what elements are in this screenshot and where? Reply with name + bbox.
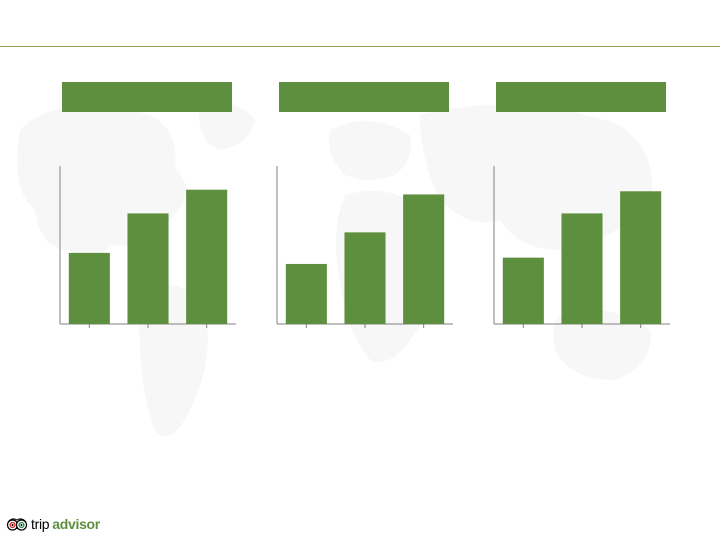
brand-text-part1: trip bbox=[31, 516, 49, 532]
brand-logo: tripadvisor bbox=[6, 516, 100, 532]
panel-2 bbox=[265, 82, 463, 334]
panel-1 bbox=[48, 82, 246, 334]
panel-3 bbox=[482, 82, 680, 334]
panel-3-header bbox=[496, 82, 666, 112]
panel-2-chart bbox=[265, 164, 463, 334]
panel-1-header bbox=[62, 82, 232, 112]
owl-icon bbox=[6, 517, 28, 531]
brand-text-part2: advisor bbox=[52, 516, 100, 532]
divider-rule bbox=[0, 46, 720, 47]
panel-2-header bbox=[279, 82, 449, 112]
panel-3-chart bbox=[482, 164, 680, 334]
panel-1-chart bbox=[48, 164, 246, 334]
chart-panels bbox=[48, 82, 680, 334]
